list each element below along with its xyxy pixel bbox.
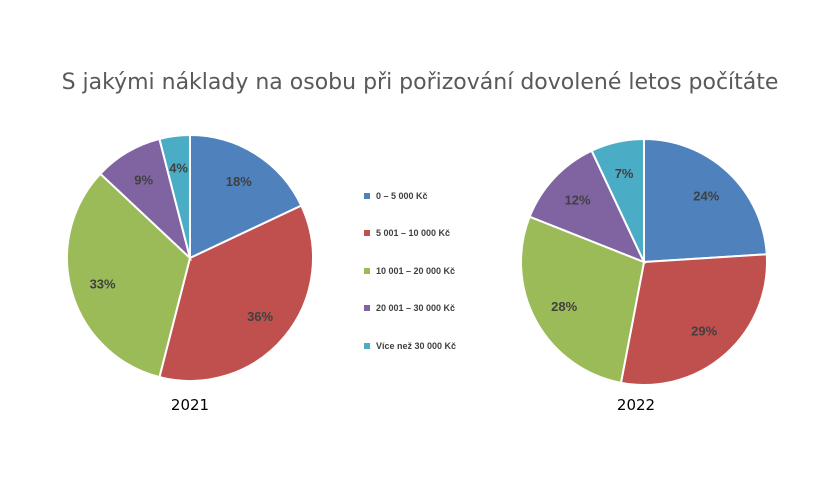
legend-swatch bbox=[364, 305, 370, 312]
legend-item: 0 – 5 000 Kč bbox=[364, 177, 456, 215]
legend-label: 5 001 – 10 000 Kč bbox=[376, 228, 451, 239]
legend: 0 – 5 000 Kč 5 001 – 10 000 Kč 10 001 – … bbox=[364, 177, 456, 365]
legend-label: 0 – 5 000 Kč bbox=[376, 190, 428, 201]
pie-slice-label: 9% bbox=[134, 173, 153, 188]
pie-slice bbox=[643, 137, 768, 264]
legend-item: 20 001 – 30 000 Kč bbox=[364, 290, 456, 328]
pie-slice-label: 36% bbox=[247, 309, 273, 324]
pie-slice-label: 12% bbox=[565, 193, 591, 208]
year-label-2022: 2022 bbox=[616, 396, 656, 414]
pie-slice bbox=[189, 133, 303, 260]
legend-label: Více než 30 000 Kč bbox=[376, 340, 457, 351]
pie-slice bbox=[520, 215, 646, 384]
legend-swatch bbox=[364, 230, 370, 237]
legend-swatch bbox=[364, 342, 370, 349]
pie-slice-label: 29% bbox=[691, 323, 717, 338]
pie-slice bbox=[158, 204, 314, 382]
pie-slice-label: 4% bbox=[169, 161, 188, 176]
legend-label: 10 001 – 20 000 Kč bbox=[376, 265, 456, 276]
year-label-2021: 2021 bbox=[170, 396, 210, 414]
legend-swatch bbox=[364, 267, 370, 274]
legend-item: Více než 30 000 Kč bbox=[364, 327, 456, 365]
pie-slice bbox=[158, 133, 191, 259]
pie-slice-label: 33% bbox=[90, 276, 116, 291]
pie-slice bbox=[590, 137, 645, 263]
chart-title: S jakými náklady na osobu při pořizování… bbox=[61, 70, 779, 95]
pie-slice bbox=[528, 149, 646, 264]
pie-slice-label: 28% bbox=[551, 299, 577, 314]
pie-slice-label: 24% bbox=[693, 189, 719, 204]
legend-label: 20 001 – 30 000 Kč bbox=[376, 303, 456, 314]
legend-swatch bbox=[364, 192, 370, 199]
pie-slice-label: 18% bbox=[226, 174, 252, 189]
pie-slice bbox=[619, 253, 768, 386]
pie-slice-label: 7% bbox=[615, 166, 634, 181]
legend-item: 5 001 – 10 000 Kč bbox=[364, 215, 456, 253]
pie-slice bbox=[66, 172, 192, 379]
legend-item: 10 001 – 20 000 Kč bbox=[364, 252, 456, 290]
